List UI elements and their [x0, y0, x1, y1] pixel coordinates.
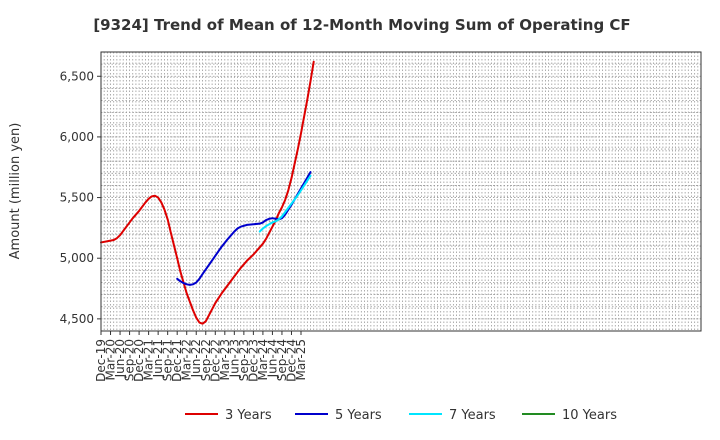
x-tick-label: Sep-24 — [275, 339, 289, 381]
x-tick-label: Jun-20 — [113, 339, 127, 378]
y-tick-label: 5,500 — [60, 191, 94, 205]
x-tick-label: Mar-25 — [294, 339, 308, 380]
series-line-7-years — [258, 174, 312, 233]
plot-background — [101, 52, 701, 331]
y-tick-label: 5,000 — [60, 251, 94, 265]
x-tick-label: Dec-20 — [132, 339, 146, 382]
chart-title: [9324] Trend of Mean of 12-Month Moving … — [93, 16, 630, 34]
plot-frame — [100, 51, 702, 332]
x-tick-label: Sep-20 — [123, 339, 137, 381]
legend-label-3-years: 3 Years — [225, 408, 272, 423]
series-line-5-years — [176, 171, 312, 286]
series-line-3-years — [100, 60, 315, 325]
x-tick-label: Mar-21 — [142, 339, 156, 380]
x-tick-label: Dec-22 — [208, 339, 222, 382]
x-tick-label: Dec-19 — [94, 339, 108, 382]
y-tick-label: 4,500 — [60, 312, 94, 326]
x-tick-label: Jun-21 — [151, 339, 165, 378]
x-tick-label: Jun-22 — [189, 339, 203, 378]
y-tick-label: 6,500 — [60, 69, 94, 83]
plot-area — [101, 52, 701, 331]
x-tick-label: Sep-21 — [161, 339, 175, 381]
y-tick-label: 6,000 — [60, 130, 94, 144]
x-tick-label: Jun-23 — [227, 339, 241, 378]
series-lines — [100, 60, 315, 325]
x-tick-label: Dec-24 — [284, 339, 298, 382]
grid-lines — [101, 51, 701, 331]
x-tick-label: Dec-21 — [170, 339, 184, 382]
legend-label-5-years: 5 Years — [335, 408, 382, 423]
legend-label-7-years: 7 Years — [449, 408, 496, 423]
legend-label-10-years: 10 Years — [562, 408, 617, 423]
x-tick-label: Mar-22 — [180, 339, 194, 380]
x-tick-label: Dec-23 — [246, 339, 260, 382]
y-axis-label: Amount (million yen) — [8, 123, 23, 260]
x-tick-label: Mar-23 — [218, 339, 232, 380]
legend: 3 Years 5 Years 7 Years 10 Years — [185, 408, 617, 423]
x-tick-label: Jun-24 — [265, 339, 279, 378]
x-tick-label: Sep-23 — [237, 339, 251, 381]
axes: 4,5005,0005,5006,0006,500Dec-19Mar-20Jun… — [60, 51, 702, 382]
x-tick-label: Mar-24 — [256, 339, 270, 380]
x-tick-label: Mar-20 — [104, 339, 118, 380]
x-tick-label: Sep-22 — [199, 339, 213, 381]
